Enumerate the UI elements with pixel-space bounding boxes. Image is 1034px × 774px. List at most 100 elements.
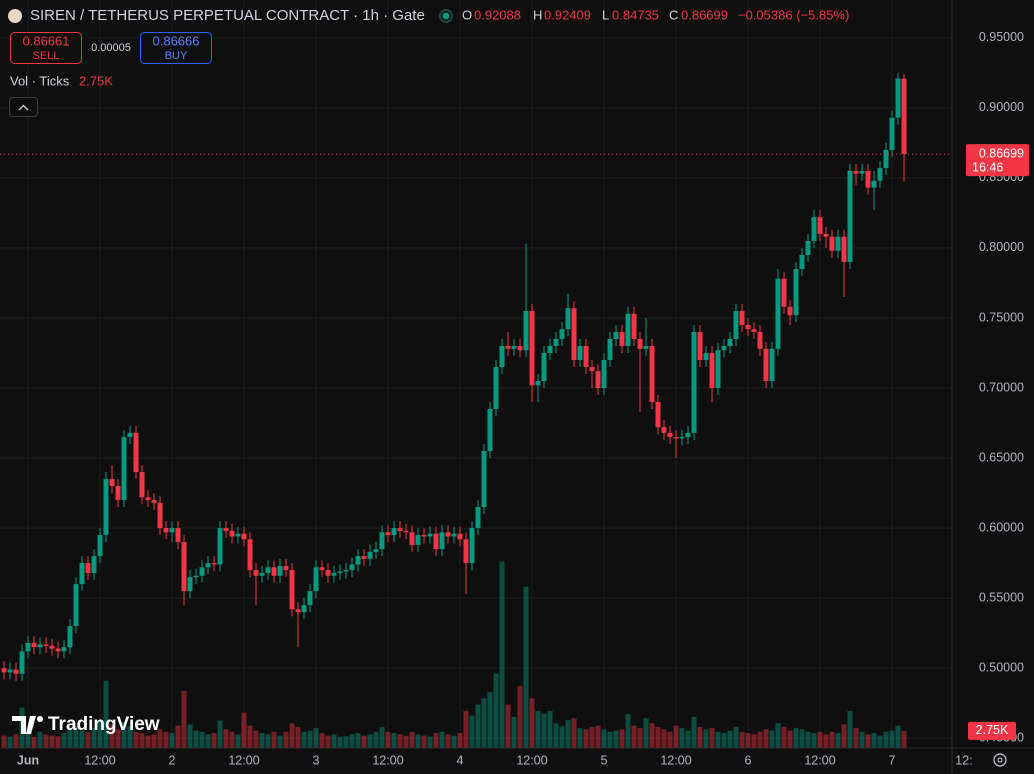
y-tick-label: 0.60000 (979, 520, 1024, 534)
candle-body (841, 236, 847, 262)
volume-bar (97, 720, 103, 748)
volume-bar (295, 726, 301, 748)
volume-bar (337, 736, 343, 748)
y-tick-label: 0.55000 (979, 590, 1024, 604)
candle-body (61, 647, 67, 652)
candle-body (523, 310, 529, 351)
candle-body (607, 338, 613, 360)
volume-bar (895, 725, 901, 748)
ohlc-label: O (462, 7, 472, 22)
volume-bar (139, 733, 145, 748)
candle-body (541, 352, 547, 382)
candle-body (901, 78, 907, 155)
volume-bar (583, 729, 589, 748)
candle-body (1, 668, 7, 673)
volume-bar (649, 723, 655, 748)
candle-body (151, 500, 157, 503)
volume-bar (553, 723, 559, 748)
settings-icon (993, 753, 1007, 767)
collapse-button[interactable] (9, 97, 38, 117)
volume-bar (679, 728, 685, 748)
candle-body (469, 528, 475, 564)
ohlc-label: C (669, 7, 678, 22)
volume-bar (715, 731, 721, 748)
volume-bar (265, 734, 271, 748)
candle-body (535, 381, 541, 386)
candle-body (547, 345, 553, 353)
candle-body (79, 563, 85, 585)
candle-body (787, 306, 793, 316)
candle-body (85, 563, 91, 573)
sell-button[interactable]: 0.86661 SELL (10, 32, 82, 64)
candle-body (169, 528, 175, 533)
candle-body (493, 366, 499, 410)
volume-bar (157, 729, 163, 748)
volume-bar (769, 730, 775, 748)
candle-body (103, 479, 109, 536)
candle-body (421, 535, 427, 537)
candle-body (475, 507, 481, 529)
candle-body (727, 338, 733, 346)
candle-body (193, 575, 199, 578)
volume-bar (529, 698, 535, 748)
volume-bar (697, 726, 703, 748)
x-tick-label: 12:00 (804, 753, 835, 767)
candle-body (577, 345, 583, 360)
volume-bar (883, 731, 889, 748)
candle-body (121, 437, 127, 501)
candle-body (829, 236, 835, 251)
candle-body (877, 168, 883, 181)
candle-body (553, 338, 559, 346)
candle-body (307, 591, 313, 606)
buy-box (140, 32, 212, 64)
volume-bar (127, 726, 133, 748)
settings-button[interactable] (993, 753, 1007, 767)
volume-bar (271, 731, 277, 748)
watermark-logo (12, 716, 36, 734)
candle-body (31, 642, 37, 648)
candle-body (775, 278, 781, 349)
candle-body (457, 533, 463, 540)
x-tick-label: 3 (313, 753, 320, 767)
collapse-box (9, 97, 38, 117)
candle-body (847, 170, 853, 262)
candle-body (19, 651, 25, 674)
volume-bar (673, 725, 679, 748)
volume-bar (253, 730, 259, 748)
volume-bar (103, 680, 109, 748)
candle-body (331, 572, 337, 576)
candle-body (139, 472, 145, 498)
volume-bar (613, 730, 619, 748)
candle-body (451, 533, 457, 537)
y-tick-label: 0.70000 (979, 380, 1024, 394)
volume-bar (559, 726, 565, 748)
volume-bar (61, 733, 67, 748)
candle-body (625, 313, 631, 346)
volume-bar (505, 704, 511, 748)
candle-body (865, 170, 871, 188)
candle-body (781, 278, 787, 307)
candle-body (739, 310, 745, 325)
buy-button[interactable]: 0.86666 BUY (140, 32, 212, 64)
ohlc-label: H (533, 7, 542, 22)
volume-bar (589, 726, 595, 748)
candle-body (241, 533, 247, 540)
candle-body (655, 402, 661, 428)
volume-bar (799, 729, 805, 748)
candle-body (427, 533, 433, 537)
volume-bar (433, 733, 439, 748)
candle-body (583, 345, 589, 367)
volume-bar (829, 731, 835, 748)
candle-body (283, 565, 289, 571)
volume-bar (565, 720, 571, 748)
volume-bar (859, 731, 865, 748)
candle-body (73, 584, 79, 627)
candle-body (25, 642, 31, 652)
volume-bar (685, 730, 691, 748)
x-tick-label: 12:00 (660, 753, 691, 767)
volume-bar (601, 729, 607, 748)
volume-pane (1, 561, 907, 748)
x-tick-label: 4 (457, 753, 464, 767)
volume-bar (373, 731, 379, 748)
volume-bar (469, 715, 475, 748)
